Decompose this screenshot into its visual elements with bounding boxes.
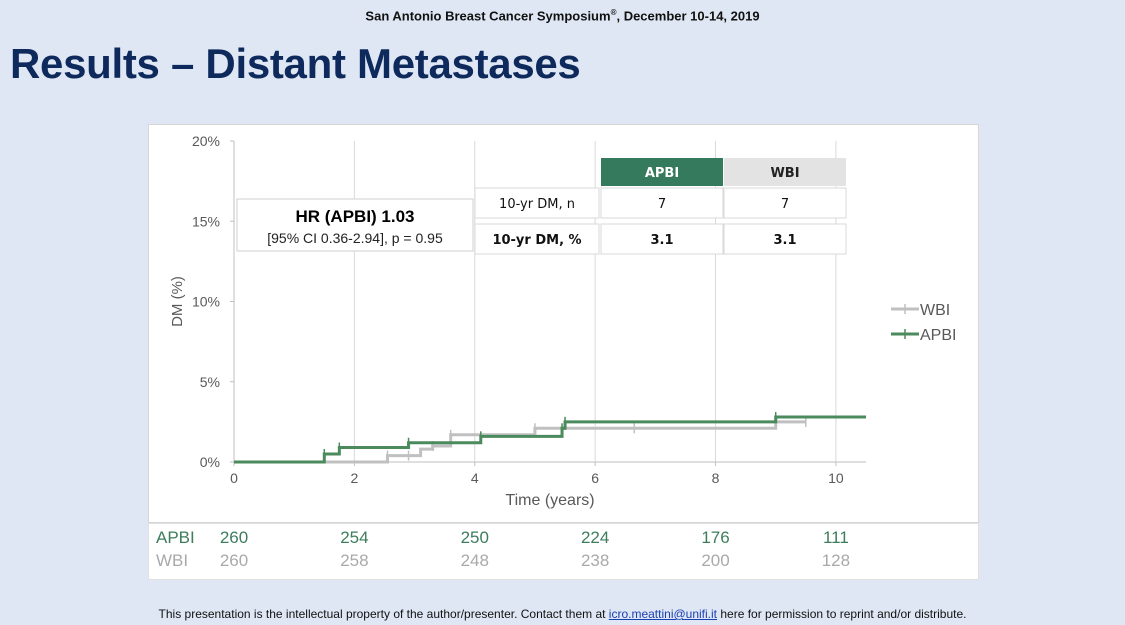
risk-value-apbi: 111 xyxy=(822,528,849,547)
risk-value-apbi: 260 xyxy=(219,528,249,547)
summary-value-cell xyxy=(723,187,847,219)
y-tick-label: 20% xyxy=(192,133,220,149)
risk-value-apbi: 250 xyxy=(460,528,489,547)
risk-value-apbi: 254 xyxy=(340,528,369,547)
summary-header-cell xyxy=(601,158,723,186)
summary-value: 7 xyxy=(781,197,789,212)
summary-value: 7 xyxy=(658,197,666,212)
risk-value-wbi: 260 xyxy=(219,551,249,570)
risk-value-wbi: 258 xyxy=(340,551,369,570)
x-tick-label: 10 xyxy=(828,470,844,486)
km-line-apbi xyxy=(234,415,866,464)
summary-row-label-cell xyxy=(474,187,600,219)
footer-notice: This presentation is the intellectual pr… xyxy=(0,607,1125,621)
summary-header-apbi: APBI xyxy=(645,166,679,181)
x-tick-label: 0 xyxy=(230,470,238,486)
summary-value-cell xyxy=(600,187,724,219)
summary-row-label: 10-yr DM, n xyxy=(499,197,575,212)
y-tick-label: 5% xyxy=(200,374,220,390)
conference-header: San Antonio Breast Cancer Symposium®, De… xyxy=(0,8,1125,23)
hr-box-title: HR (APBI) 1.03 xyxy=(295,207,414,226)
contact-email-link[interactable]: icro.meattini@unifi.it xyxy=(608,607,718,621)
slide-title: Results – Distant Metastases xyxy=(10,40,581,87)
summary-value: 3.1 xyxy=(650,233,673,248)
summary-value: 3.1 xyxy=(773,233,796,248)
risk-row-label-wbi: WBI xyxy=(156,551,189,570)
x-tick-label: 6 xyxy=(591,470,599,486)
risk-value-wbi: 128 xyxy=(821,551,851,570)
footer-text: This presentation is the intellectual pr… xyxy=(158,607,609,621)
y-tick-label: 15% xyxy=(192,213,220,229)
y-tick-label: 0% xyxy=(200,454,220,470)
hr-box-detail: [95% CI 0.36-2.94], p = 0.95 xyxy=(267,230,443,246)
risk-value-wbi: 238 xyxy=(580,551,610,570)
km-chart: 0% 5% 10% 15% 20% 0 2 4 6 8 10 Time (years) DM (%) WB… xyxy=(169,133,956,509)
summary-header-wbi: WBI xyxy=(770,166,799,181)
x-tick-label: 2 xyxy=(350,470,358,486)
x-axis-title: Time (years) xyxy=(505,492,594,509)
footer-text-end: here for permission to reprint and/or di… xyxy=(717,607,967,621)
legend-label-wbi: WBI xyxy=(920,302,950,319)
risk-value-wbi: 248 xyxy=(460,551,489,570)
number-at-risk-table: APBI 260 254 250 224 176 111 WBI 260 258 248 238 200… xyxy=(148,523,979,580)
summary-row-label: 10-yr DM, % xyxy=(492,233,581,248)
conference-dates: , December 10-14, 2019 xyxy=(616,8,760,24)
conference-name: San Antonio Breast Cancer Symposium xyxy=(365,8,611,24)
y-axis-title: DM (%) xyxy=(169,276,186,327)
x-tick-label: 4 xyxy=(471,470,479,486)
risk-value-apbi: 176 xyxy=(701,528,730,547)
legend-label-apbi: APBI xyxy=(920,327,956,344)
summary-value-cell xyxy=(723,223,847,255)
summary-header-cell xyxy=(724,158,846,186)
chart-panel: 0% 5% 10% 15% 20% 0 2 4 6 8 10 Time (years) DM (%) WB… xyxy=(148,124,979,523)
y-tick-label: 10% xyxy=(192,294,220,310)
risk-value-wbi: 200 xyxy=(701,551,730,570)
summary-value-cell xyxy=(600,223,724,255)
hr-box xyxy=(236,198,474,252)
x-tick-label: 8 xyxy=(712,470,720,486)
km-line-wbi xyxy=(234,420,806,464)
risk-value-apbi: 224 xyxy=(580,528,610,547)
summary-row-label-cell xyxy=(474,223,600,255)
registered-mark: ® xyxy=(610,8,617,17)
risk-row-label-apbi: APBI xyxy=(156,528,195,547)
